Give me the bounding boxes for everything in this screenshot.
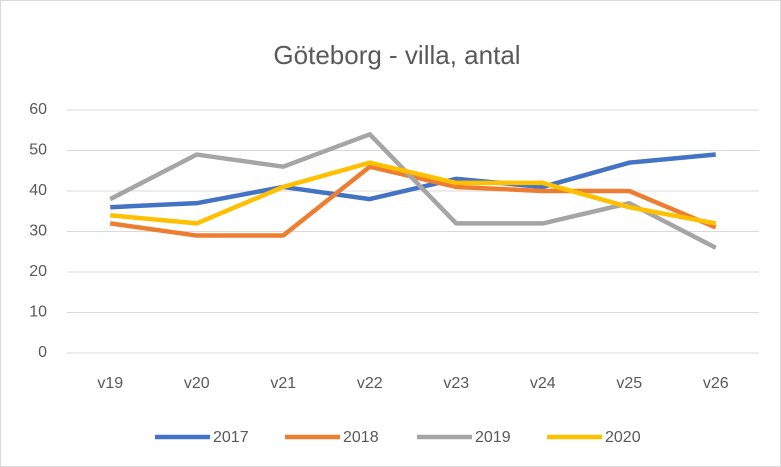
x-tick-label: v25 [616, 375, 642, 392]
x-tick-label: v26 [703, 375, 729, 392]
line-series [110, 152, 716, 210]
x-tick-label: v22 [357, 375, 383, 392]
legend-label: 2020 [605, 429, 641, 446]
x-tick-label: v20 [184, 375, 210, 392]
line-series [109, 132, 717, 250]
y-tick-label: 40 [29, 182, 47, 199]
legend-label: 2019 [475, 429, 511, 446]
y-tick-label: 0 [38, 344, 47, 361]
legend-label: 2017 [213, 429, 249, 446]
y-tick-label: 30 [29, 223, 47, 240]
x-tick-label: v23 [443, 375, 469, 392]
line-series [110, 160, 717, 226]
legend-label: 2018 [343, 429, 379, 446]
chart-title: Göteborg - villa, antal [273, 40, 520, 70]
x-tick-label: v24 [530, 375, 556, 392]
y-tick-label: 10 [29, 304, 47, 321]
x-tick-label: v19 [97, 375, 123, 392]
x-tick-label: v21 [270, 375, 296, 392]
y-tick-label: 50 [29, 142, 47, 159]
y-tick-label: 20 [29, 263, 47, 280]
y-tick-label: 60 [29, 101, 47, 118]
